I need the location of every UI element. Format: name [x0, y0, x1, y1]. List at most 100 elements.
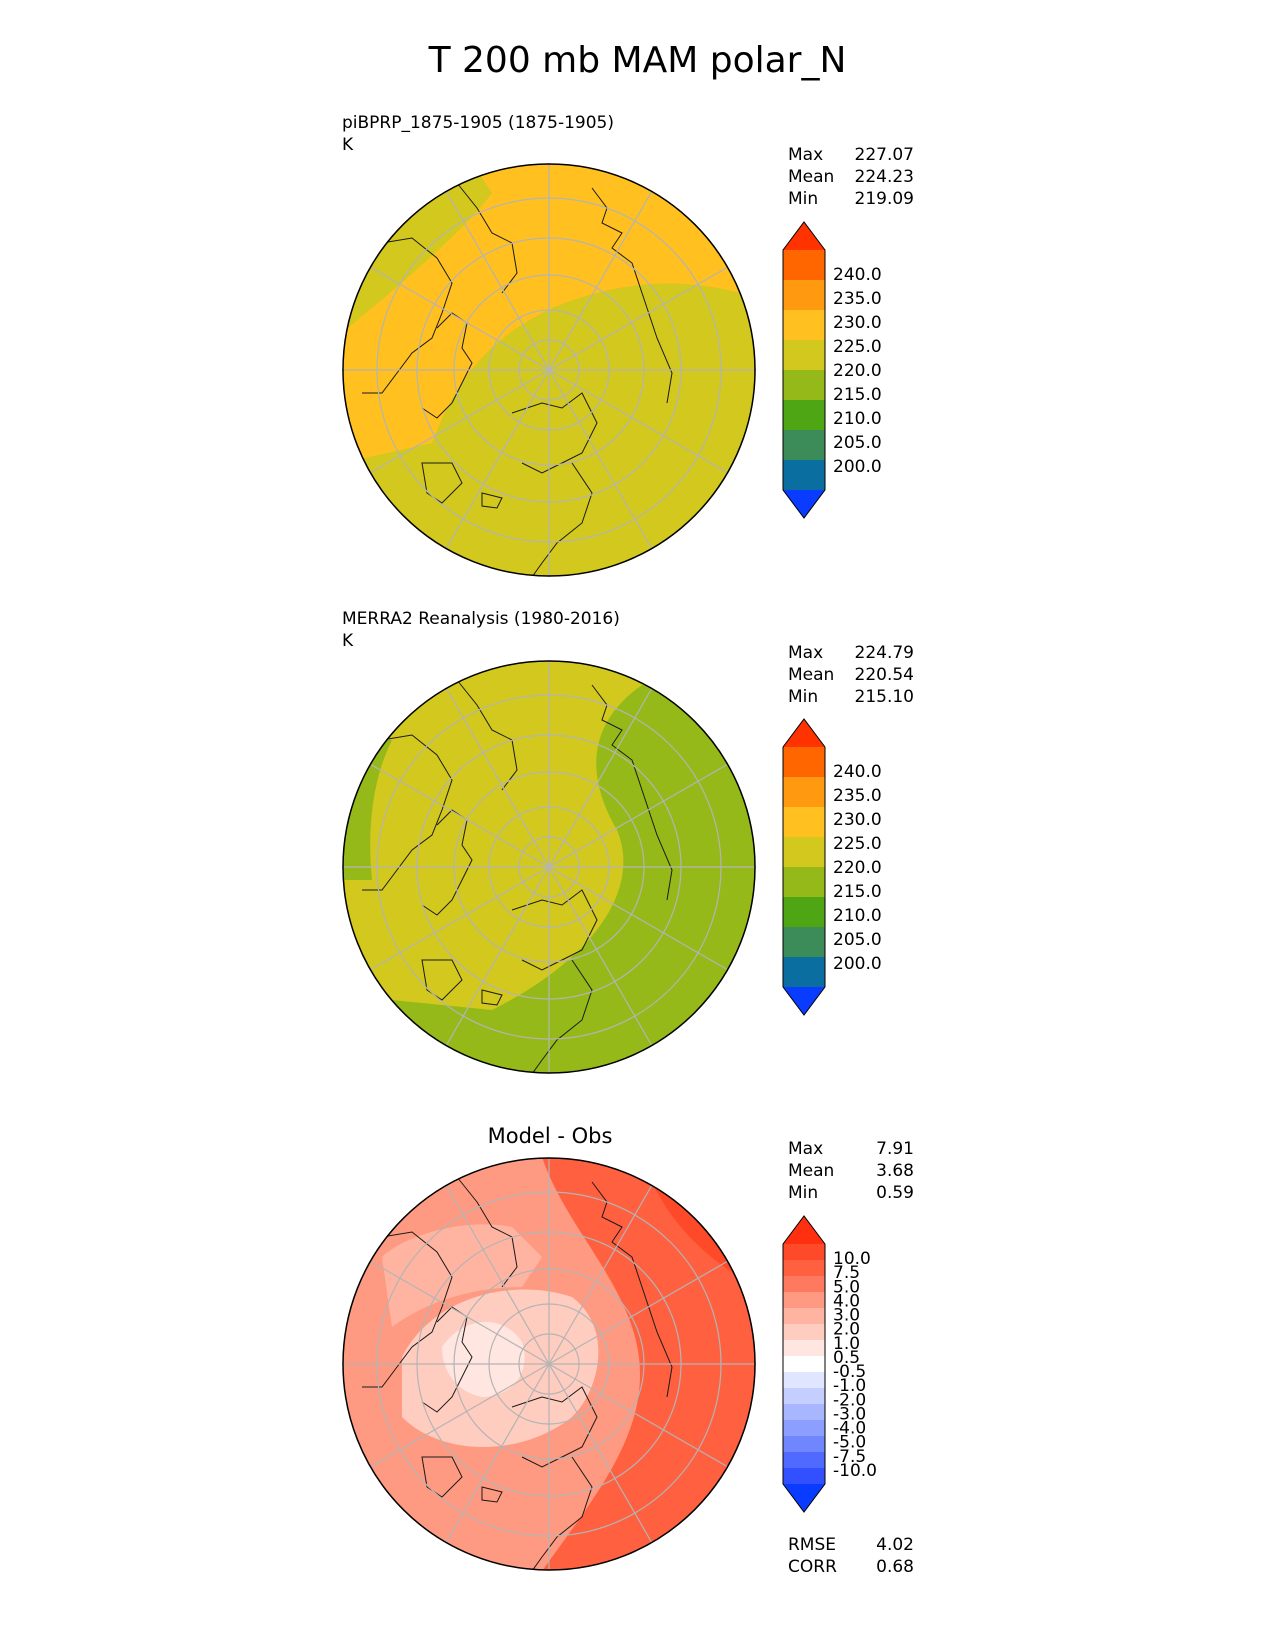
diff-stat-max: Max 7.91: [788, 1139, 914, 1159]
diff-colorbar-swatch-14: [783, 1452, 825, 1469]
model-units: K: [342, 135, 354, 155]
obs-colorbar-tick-label: 240.0: [833, 762, 882, 782]
obs-field-215-220-east: [343, 685, 755, 1073]
diff-colorbar-tick-label: -1.0: [833, 1376, 866, 1396]
diff-colorbar-swatch-extend-min: [783, 1484, 825, 1512]
diff-coastlines: [362, 1176, 673, 1570]
model-stat-mean: Mean 224.23: [788, 167, 914, 187]
diff-colorbar-tick-label: 7.5: [833, 1263, 860, 1283]
obs-panel-heading: MERRA2 Reanalysis (1980-2016) K: [342, 608, 620, 652]
model-colorbar-tick-label: 230.0: [833, 313, 882, 333]
obs-colorbar-swatch-8: [783, 957, 825, 988]
obs-title: MERRA2 Reanalysis (1980-2016): [342, 609, 620, 629]
obs-polar-map: [342, 660, 756, 1074]
diff-colorbar-swatch-12: [783, 1420, 825, 1437]
diff-metric-rmse: RMSE 4.02: [788, 1535, 914, 1555]
diff-stats: Max 7.91 Mean 3.68 Min 0.59: [788, 1138, 914, 1204]
model-colorbar-swatch-8: [783, 460, 825, 491]
obs-colorbar-outline: [782, 718, 826, 1016]
diff-colorbar-swatch-extend-max: [783, 1216, 825, 1244]
diff-colorbar-tick-label: 4.0: [833, 1291, 860, 1311]
diff-colorbar-swatch-2: [783, 1260, 825, 1277]
obs-colorbar-tick-label: 230.0: [833, 810, 882, 830]
obs-colorbar-swatch-1: [783, 747, 825, 778]
obs-colorbar-tick-label: 220.0: [833, 858, 882, 878]
obs-colorbar-tick-label: 215.0: [833, 882, 882, 902]
obs-stat-min: Min 215.10: [788, 687, 914, 707]
model-colorbar-tick-label: 205.0: [833, 433, 882, 453]
diff-title: Model - Obs: [487, 1124, 613, 1148]
diff-colorbar-tick-label: -4.0: [833, 1419, 866, 1439]
diff-colorbar-swatch-9: [783, 1372, 825, 1389]
diff-metrics: RMSE 4.02 CORR 0.68: [788, 1534, 914, 1578]
diff-colorbar-swatch-3: [783, 1276, 825, 1293]
diff-metric-corr: CORR 0.68: [788, 1557, 914, 1577]
diff-colorbar: 10.07.55.04.03.02.01.00.5-0.5-1.0-2.0-3.…: [782, 1215, 877, 1513]
page-title: T 200 mb MAM polar_N: [428, 40, 847, 81]
obs-colorbar-tick-label: 225.0: [833, 834, 882, 854]
model-colorbar-tick-label: 215.0: [833, 385, 882, 405]
obs-colorbar-tick-label: 200.0: [833, 954, 882, 974]
obs-colorbar-swatch-3: [783, 807, 825, 838]
diff-colorbar-tick-label: -0.5: [833, 1362, 866, 1382]
model-stat-max: Max 227.07: [788, 145, 914, 165]
diff-colorbar-tick-label: -7.5: [833, 1447, 866, 1467]
diff-colorbar-outline: [782, 1215, 826, 1513]
diff-colorbar-tick-label: -2.0: [833, 1390, 866, 1410]
obs-colorbar-swatch-4: [783, 837, 825, 868]
model-colorbar: 240.0 235.0 230.0 225.0 220.0 215.0 210.0 205.0…: [782, 221, 882, 519]
diff-colorbar-tick-label: 10.0: [833, 1249, 871, 1269]
diff-colorbar-swatch-7: [783, 1340, 825, 1357]
obs-coastlines: [362, 679, 673, 1073]
diff-colorbar-tick-label: 0.5: [833, 1348, 860, 1368]
obs-stat-max: Max 224.79: [788, 643, 914, 663]
model-stat-min: Min 219.09: [788, 189, 914, 209]
model-colorbar-tick-label: 235.0: [833, 289, 882, 309]
obs-colorbar-tick-label: 235.0: [833, 786, 882, 806]
model-stats: Max 227.07 Mean 224.23 Min 219.09: [788, 144, 914, 210]
model-field-225-230: [343, 164, 755, 463]
diff-graticule: [342, 1157, 756, 1571]
obs-colorbar-tick-label: 205.0: [833, 930, 882, 950]
obs-stat-mean: Mean 220.54: [788, 665, 914, 685]
obs-colorbar-swatch-extend-min: [783, 987, 825, 1015]
obs-colorbar-swatch-6: [783, 897, 825, 928]
diff-colorbar-tick-label: -5.0: [833, 1433, 866, 1453]
model-colorbar-swatch-6: [783, 400, 825, 431]
diff-colorbar-swatch-4: [783, 1292, 825, 1309]
diff-stat-min: Min 0.59: [788, 1183, 914, 1203]
diff-field-2-3-north: [382, 1224, 542, 1327]
diff-colorbar-swatch-11: [783, 1404, 825, 1421]
model-panel-heading: piBPRP_1875-1905 (1875-1905) K: [342, 112, 614, 156]
diff-colorbar-swatch-1: [783, 1244, 825, 1261]
diff-colorbar-swatch-10: [783, 1388, 825, 1405]
model-colorbar-tick-label: 225.0: [833, 337, 882, 357]
diff-colorbar-tick-label: -3.0: [833, 1404, 866, 1424]
diff-colorbar-tick-label: 2.0: [833, 1320, 860, 1340]
obs-graticule: [342, 660, 756, 1074]
diff-polar-map: [342, 1157, 756, 1571]
diff-colorbar-tick-label: 3.0: [833, 1306, 860, 1326]
model-colorbar-swatch-2: [783, 280, 825, 311]
model-map-boundary: [342, 163, 756, 577]
diff-colorbar-swatch-13: [783, 1436, 825, 1453]
diff-colorbar-swatch-5: [783, 1308, 825, 1325]
obs-colorbar-swatch-7: [783, 927, 825, 958]
obs-colorbar-tick-label: 210.0: [833, 906, 882, 926]
obs-units: K: [342, 631, 354, 651]
model-polar-map: [342, 163, 756, 577]
obs-stats: Max 224.79 Mean 220.54 Min 215.10: [788, 642, 914, 708]
diff-map-boundary: [342, 1157, 756, 1571]
model-colorbar-tick-label: 210.0: [833, 409, 882, 429]
obs-colorbar: 240.0 235.0 230.0 225.0 220.0 215.0 210.0 205.0…: [782, 718, 882, 1016]
model-colorbar-swatch-extend-max: [783, 222, 825, 250]
model-colorbar-swatch-7: [783, 430, 825, 461]
diff-colorbar-tick-label: 1.0: [833, 1334, 860, 1354]
model-title: piBPRP_1875-1905 (1875-1905): [342, 113, 614, 133]
diff-colorbar-tick-label: -10.0: [833, 1461, 877, 1481]
model-colorbar-swatch-extend-min: [783, 490, 825, 518]
obs-colorbar-swatch-5: [783, 867, 825, 898]
model-colorbar-tick-label: 220.0: [833, 361, 882, 381]
model-graticule: [342, 163, 756, 577]
model-colorbar-swatch-5: [783, 370, 825, 401]
